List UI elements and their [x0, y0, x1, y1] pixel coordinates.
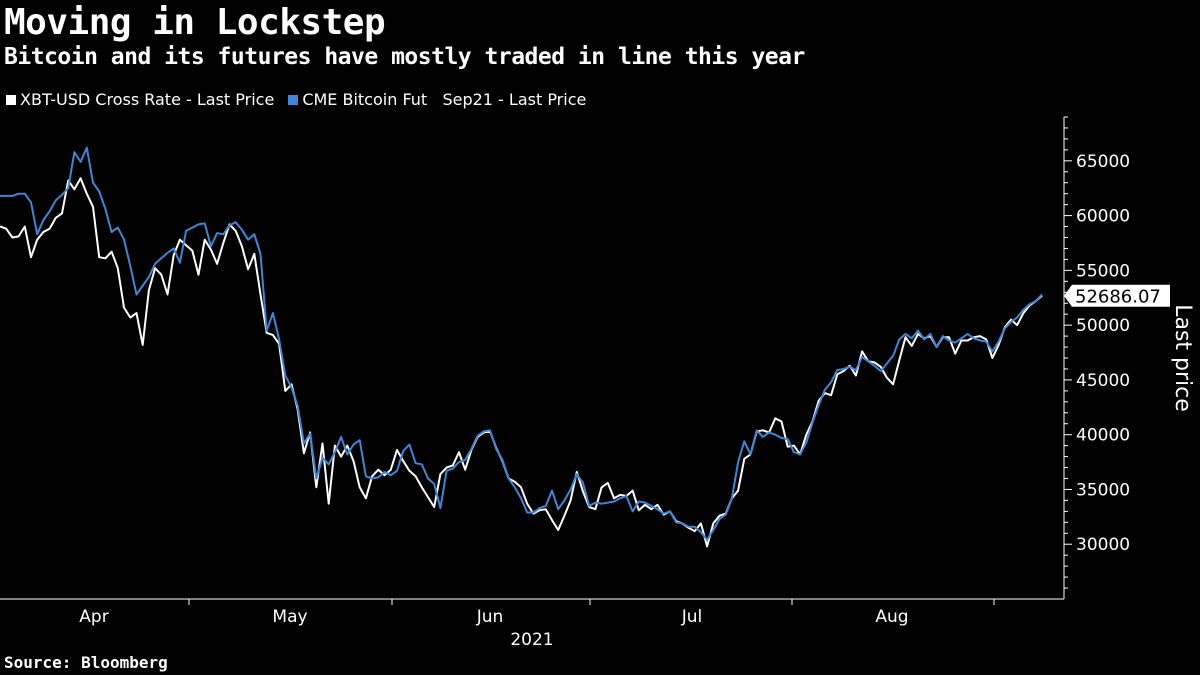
x-month-label: Jun: [476, 607, 504, 627]
last-value-callout: 52686.07: [1064, 284, 1170, 308]
axis-labels: 30000 35000 40000 45000 50000 55000 60000 65000…: [79, 152, 1195, 650]
x-month-label: Apr: [79, 607, 108, 627]
y-tick-label: 30000: [1076, 535, 1130, 555]
source-note: Source: Bloomberg: [4, 653, 168, 672]
y-tick-label: 40000: [1076, 426, 1130, 446]
series-layer: [0, 146, 1043, 548]
x-month-label: Aug: [875, 607, 908, 627]
axes: [0, 116, 1072, 605]
series-line-xbt: [0, 177, 1043, 548]
y-tick-label: 50000: [1076, 316, 1130, 336]
legend-swatch-cme: [288, 94, 299, 105]
chart-subtitle: Bitcoin and its futures have mostly trad…: [4, 44, 805, 70]
y-tick-label: 65000: [1076, 152, 1130, 172]
x-year-label: 2021: [510, 630, 553, 650]
legend-item-xbt: XBT-USD Cross Rate - Last Price: [6, 90, 274, 109]
legend-item-cme: CME Bitcoin Fut Sep21 - Last Price: [288, 90, 586, 109]
y-tick-label: 35000: [1076, 480, 1130, 500]
x-month-label: Jul: [681, 607, 703, 627]
legend-label-xbt: XBT-USD Cross Rate - Last Price: [20, 90, 275, 109]
y-tick-label: 45000: [1076, 371, 1130, 391]
last-value-box: [1064, 284, 1170, 307]
x-month-label: May: [272, 607, 307, 627]
chart-title: Moving in Lockstep: [4, 2, 386, 43]
legend-swatch-xbt: [6, 94, 16, 105]
y-tick-label: 60000: [1076, 207, 1130, 227]
last-value-label: 52686.07: [1075, 287, 1161, 308]
y-axis-title: Last price: [1170, 304, 1195, 412]
series-line-cme: [0, 146, 1043, 541]
chart-legend: XBT-USD Cross Rate - Last Price CME Bitc…: [6, 90, 586, 109]
legend-label-cme: CME Bitcoin Fut Sep21 - Last Price: [302, 90, 587, 109]
y-tick-label: 55000: [1076, 261, 1130, 281]
